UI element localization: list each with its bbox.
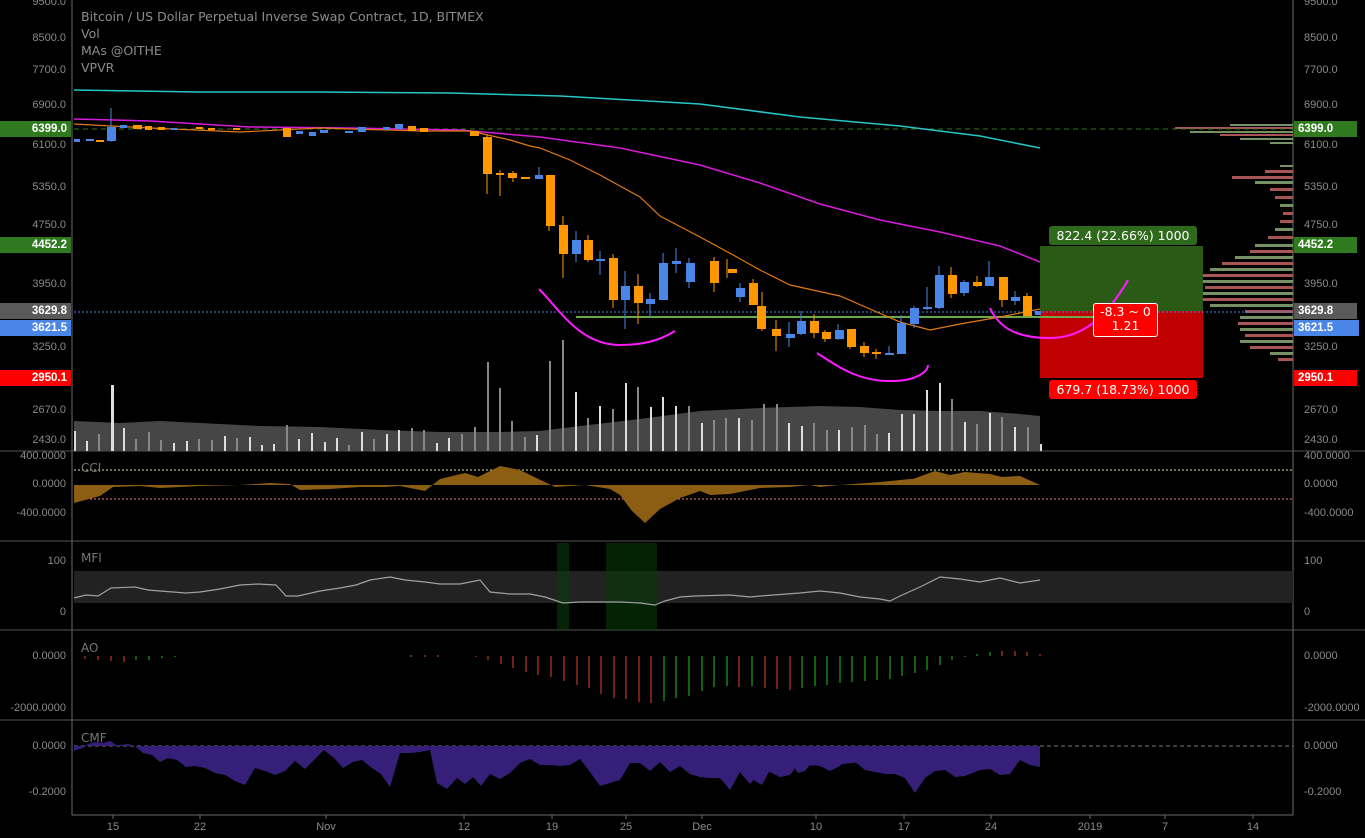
price-tick: 3250.0 bbox=[32, 341, 66, 353]
profit-label[interactable]: 822.4 (22.66%) 1000 bbox=[1049, 226, 1197, 245]
price-tick: 7700.0 bbox=[1304, 64, 1338, 76]
take-profit-tag: 4452.2 bbox=[1294, 237, 1357, 253]
price-tick: 8500.0 bbox=[32, 32, 66, 44]
mfi-tick: 100 bbox=[1304, 555, 1323, 567]
price-tick: 9500.0 bbox=[32, 0, 66, 8]
time-tick: Nov bbox=[316, 821, 336, 833]
time-tick: 2019 bbox=[1077, 821, 1103, 833]
price-tick: 2670.0 bbox=[32, 404, 66, 416]
time-tick: 25 bbox=[619, 821, 633, 833]
rr-line1: -8.3 ~ 0 bbox=[1100, 304, 1151, 319]
cmf-tick: 0.0000 bbox=[32, 740, 66, 752]
mfi-tick: 0 bbox=[59, 606, 66, 618]
ma-magenta bbox=[73, 118, 1041, 263]
price-tick: 4750.0 bbox=[1304, 219, 1338, 231]
cmf-area bbox=[74, 741, 815, 790]
time-tick: 19 bbox=[545, 821, 559, 833]
time-tick: 15 bbox=[106, 821, 120, 833]
time-tick: 12 bbox=[457, 821, 471, 833]
price-tick: 2430.0 bbox=[1304, 434, 1338, 446]
ao-tick: -2000.0000 bbox=[1304, 702, 1360, 714]
take-profit-tag: 4452.2 bbox=[0, 237, 71, 253]
rr-ratio: 1.21 bbox=[1111, 318, 1140, 333]
price-tick: 3250.0 bbox=[1304, 341, 1338, 353]
candles bbox=[74, 108, 1041, 359]
cci-tick: 0.0000 bbox=[1304, 478, 1338, 490]
mfi-label[interactable]: MFI bbox=[81, 551, 102, 565]
cci-tick: 0.0000 bbox=[32, 478, 66, 490]
price-tick: 6100.0 bbox=[32, 139, 66, 151]
price-tick: 2430.0 bbox=[32, 434, 66, 446]
close-price-tag: 3621.5 bbox=[0, 320, 71, 336]
price-tick: 8500.0 bbox=[1304, 32, 1338, 44]
annotation-curves bbox=[538, 279, 1129, 383]
risk-reward-ratio-box[interactable]: -8.3 ~ 0 1.21 bbox=[1093, 303, 1158, 337]
time-tick: 24 bbox=[984, 821, 998, 833]
close-price-tag: 3621.5 bbox=[1294, 320, 1359, 336]
price-tick: 5350.0 bbox=[32, 181, 66, 193]
ao-histogram bbox=[84, 651, 1041, 703]
time-tick: Dec bbox=[692, 821, 712, 833]
price-tick: 9500.0 bbox=[1304, 0, 1338, 8]
last-price-tag: 3629.8 bbox=[1294, 303, 1357, 319]
price-tick: 2670.0 bbox=[1304, 404, 1338, 416]
target-price-tag: 6399.0 bbox=[1294, 121, 1357, 137]
price-tick: 3950.0 bbox=[1304, 278, 1338, 290]
last-price-tag: 3629.8 bbox=[0, 303, 71, 319]
ao-tick: 0.0000 bbox=[1304, 650, 1338, 662]
ao-tick: -2000.0000 bbox=[10, 702, 66, 714]
price-tick: 3950.0 bbox=[32, 278, 66, 290]
cmf-label[interactable]: CMF bbox=[81, 731, 107, 745]
cci-tick: 400.0000 bbox=[20, 450, 66, 462]
cci-label[interactable]: CCI bbox=[81, 461, 102, 475]
cmf-tick: -0.2000 bbox=[1304, 786, 1342, 798]
chart-legend: Bitcoin / US Dollar Perpetual Inverse Sw… bbox=[81, 8, 484, 76]
mfi-tick: 100 bbox=[47, 555, 66, 567]
symbol-title[interactable]: Bitcoin / US Dollar Perpetual Inverse Sw… bbox=[81, 9, 484, 24]
ao-label[interactable]: AO bbox=[81, 641, 99, 655]
mfi-line bbox=[73, 576, 1041, 606]
cmf-tick: -0.2000 bbox=[28, 786, 66, 798]
ma-orange bbox=[73, 123, 1041, 331]
cci-tick: -400.0000 bbox=[1304, 507, 1354, 519]
time-tick: 17 bbox=[897, 821, 911, 833]
cci-tick: 400.0000 bbox=[1304, 450, 1350, 462]
volume-bars bbox=[74, 340, 1042, 451]
study-vpvr[interactable]: VPVR bbox=[81, 60, 115, 75]
volume-ma-area bbox=[74, 406, 1040, 451]
cmf-tick: 0.0000 bbox=[1304, 740, 1338, 752]
price-tick: 5350.0 bbox=[1304, 181, 1338, 193]
price-tick: 6900.0 bbox=[32, 99, 66, 111]
time-tick: 7 bbox=[1161, 821, 1169, 833]
mfi-tick: 0 bbox=[1304, 606, 1311, 618]
price-tick: 7700.0 bbox=[32, 64, 66, 76]
price-tick: 6100.0 bbox=[1304, 139, 1338, 151]
time-tick: 22 bbox=[193, 821, 207, 833]
time-tick: 14 bbox=[1246, 821, 1260, 833]
time-tick: 10 bbox=[809, 821, 823, 833]
study-mas[interactable]: MAs @OITHE bbox=[81, 43, 162, 58]
study-vol[interactable]: Vol bbox=[81, 26, 100, 41]
profit-zone bbox=[1040, 246, 1203, 311]
ao-tick: 0.0000 bbox=[32, 650, 66, 662]
cci-tick: -400.0000 bbox=[16, 507, 66, 519]
ma-cyan bbox=[73, 89, 1041, 149]
target-price-tag: 6399.0 bbox=[0, 121, 71, 137]
vpvr-profile bbox=[1175, 124, 1293, 361]
loss-label[interactable]: 679.7 (18.73%) 1000 bbox=[1049, 380, 1197, 399]
stop-loss-tag: 2950.1 bbox=[1294, 370, 1357, 386]
price-tick: 4750.0 bbox=[32, 219, 66, 231]
price-tick: 6900.0 bbox=[1304, 99, 1338, 111]
stop-loss-tag: 2950.1 bbox=[0, 370, 71, 386]
cci-area bbox=[74, 466, 1040, 523]
